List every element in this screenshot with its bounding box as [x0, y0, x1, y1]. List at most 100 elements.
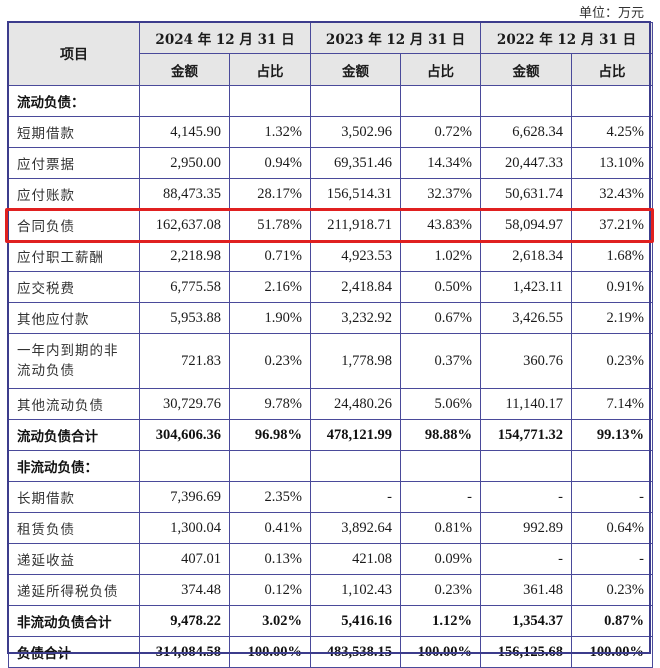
ratio-2024-cell: 0.41%	[229, 512, 311, 544]
table-row: 其他应付款 5,953.88 1.90% 3,232.92 0.67% 3,426.55 2…	[8, 302, 653, 334]
ratio-2024-cell: 1.90%	[229, 302, 311, 334]
amount-2024-cell	[139, 85, 230, 117]
amount-2022-cell: 2,618.34	[480, 240, 572, 272]
ratio-2024-cell: 96.98%	[229, 419, 311, 451]
ratio-2023-cell: 14.34%	[400, 147, 481, 179]
amount-2023-cell	[310, 450, 401, 482]
row-label: 非流动负债：	[8, 450, 140, 482]
header-period-2024: 2024 年 12 月 31 日	[139, 22, 311, 54]
amount-2024-cell: 374.48	[139, 574, 230, 606]
ratio-2024-cell: 51.78%	[229, 209, 311, 241]
header-item: 项目	[8, 22, 140, 86]
ratio-2023-cell: 0.72%	[400, 116, 481, 148]
ratio-2024-cell: 9.78%	[229, 388, 311, 420]
amount-2022-cell: 58,094.97	[480, 209, 572, 241]
header-ratio: 占比	[229, 53, 311, 86]
amount-2023-cell: 421.08	[310, 543, 401, 575]
row-label: 一年内到期的非流动负债	[8, 333, 140, 389]
ratio-2022-cell: 2.19%	[571, 302, 653, 334]
amount-2022-cell: 6,628.34	[480, 116, 572, 148]
ratio-2024-cell: 0.23%	[229, 333, 311, 389]
amount-2022-cell: -	[480, 543, 572, 575]
amount-2024-cell: 314,084.58	[139, 636, 230, 668]
amount-2022-cell: 1,423.11	[480, 271, 572, 303]
ratio-2022-cell: 0.23%	[571, 574, 653, 606]
amount-2024-cell: 6,775.58	[139, 271, 230, 303]
amount-2023-cell: 3,892.64	[310, 512, 401, 544]
amount-2023-cell: 156,514.31	[310, 178, 401, 210]
amount-2023-cell: 2,418.84	[310, 271, 401, 303]
header-ratio: 占比	[400, 53, 481, 86]
section-row: 非流动负债：	[8, 450, 653, 482]
ratio-2023-cell: 32.37%	[400, 178, 481, 210]
ratio-2024-cell: 0.13%	[229, 543, 311, 575]
ratio-2022-cell: 1.68%	[571, 240, 653, 272]
unit-label: 单位：万元	[578, 6, 644, 21]
amount-2022-cell	[480, 450, 572, 482]
table-row: 递延收益 407.01 0.13% 421.08 0.09% - -	[8, 543, 653, 575]
amount-2022-cell: 992.89	[480, 512, 572, 544]
total-row: 非流动负债合计 9,478.22 3.02% 5,416.16 1.12% 1,354.3…	[8, 605, 653, 637]
row-label: 应付票据	[8, 147, 140, 179]
row-label: 其他应付款	[8, 302, 140, 334]
ratio-2022-cell	[571, 450, 653, 482]
ratio-2023-cell: 0.81%	[400, 512, 481, 544]
header-amount: 金额	[310, 53, 401, 86]
table-row: 递延所得税负债 374.48 0.12% 1,102.43 0.23% 361.48 0.2…	[8, 574, 653, 606]
row-label: 递延收益	[8, 543, 140, 575]
amount-2023-cell: 5,416.16	[310, 605, 401, 637]
amount-2022-cell: 360.76	[480, 333, 572, 389]
amount-2023-cell: 483,538.15	[310, 636, 401, 668]
header-amount: 金额	[480, 53, 572, 86]
amount-2024-cell	[139, 450, 230, 482]
row-label: 短期借款	[8, 116, 140, 148]
amount-2024-cell: 162,637.08	[139, 209, 230, 241]
row-label: 应付职工薪酬	[8, 240, 140, 272]
table-row: 租赁负债 1,300.04 0.41% 3,892.64 0.81% 992.89 0.64…	[8, 512, 653, 544]
header-ratio: 占比	[571, 53, 653, 86]
ratio-2023-cell: 0.50%	[400, 271, 481, 303]
table-row: 合同负债 162,637.08 51.78% 211,918.71 43.83% 58,0…	[8, 209, 653, 241]
ratio-2022-cell: 0.87%	[571, 605, 653, 637]
total-row: 负债合计 314,084.58 100.00% 483,538.15 100.00% 15…	[8, 636, 653, 668]
ratio-2023-cell: 1.12%	[400, 605, 481, 637]
amount-2023-cell: 1,778.98	[310, 333, 401, 389]
ratio-2023-cell	[400, 85, 481, 117]
ratio-2024-cell	[229, 85, 311, 117]
row-label: 应交税费	[8, 271, 140, 303]
header-period-2022: 2022 年 12 月 31 日	[480, 22, 653, 54]
header-period-2023: 2023 年 12 月 31 日	[310, 22, 481, 54]
ratio-2024-cell: 100.00%	[229, 636, 311, 668]
section-row: 流动负债：	[8, 85, 653, 117]
amount-2022-cell: 154,771.32	[480, 419, 572, 451]
table-row: 其他流动负债 30,729.76 9.78% 24,480.26 5.06% 11,140…	[8, 388, 653, 420]
amount-2023-cell: -	[310, 481, 401, 513]
ratio-2023-cell: 0.67%	[400, 302, 481, 334]
amount-2024-cell: 2,950.00	[139, 147, 230, 179]
ratio-2022-cell: 0.23%	[571, 333, 653, 389]
ratio-2023-cell: 5.06%	[400, 388, 481, 420]
ratio-2024-cell: 0.94%	[229, 147, 311, 179]
total-row: 流动负债合计 304,606.36 96.98% 478,121.99 98.88% 15…	[8, 419, 653, 451]
ratio-2023-cell: -	[400, 481, 481, 513]
amount-2023-cell: 4,923.53	[310, 240, 401, 272]
ratio-2022-cell	[571, 85, 653, 117]
table-row: 应付职工薪酬 2,218.98 0.71% 4,923.53 1.02% 2,618.34…	[8, 240, 653, 272]
amount-2024-cell: 88,473.35	[139, 178, 230, 210]
ratio-2023-cell: 43.83%	[400, 209, 481, 241]
row-label: 非流动负债合计	[8, 605, 140, 637]
amount-2023-cell: 478,121.99	[310, 419, 401, 451]
ratio-2022-cell: 99.13%	[571, 419, 653, 451]
ratio-2022-cell: 0.91%	[571, 271, 653, 303]
ratio-2024-cell: 3.02%	[229, 605, 311, 637]
amount-2022-cell: 20,447.33	[480, 147, 572, 179]
ratio-2022-cell: 4.25%	[571, 116, 653, 148]
amount-2023-cell	[310, 85, 401, 117]
ratio-2022-cell: 13.10%	[571, 147, 653, 179]
ratio-2023-cell	[400, 450, 481, 482]
header-amount: 金额	[139, 53, 230, 86]
ratio-2024-cell: 28.17%	[229, 178, 311, 210]
amount-2024-cell: 1,300.04	[139, 512, 230, 544]
ratio-2023-cell: 100.00%	[400, 636, 481, 668]
row-label: 其他流动负债	[8, 388, 140, 420]
